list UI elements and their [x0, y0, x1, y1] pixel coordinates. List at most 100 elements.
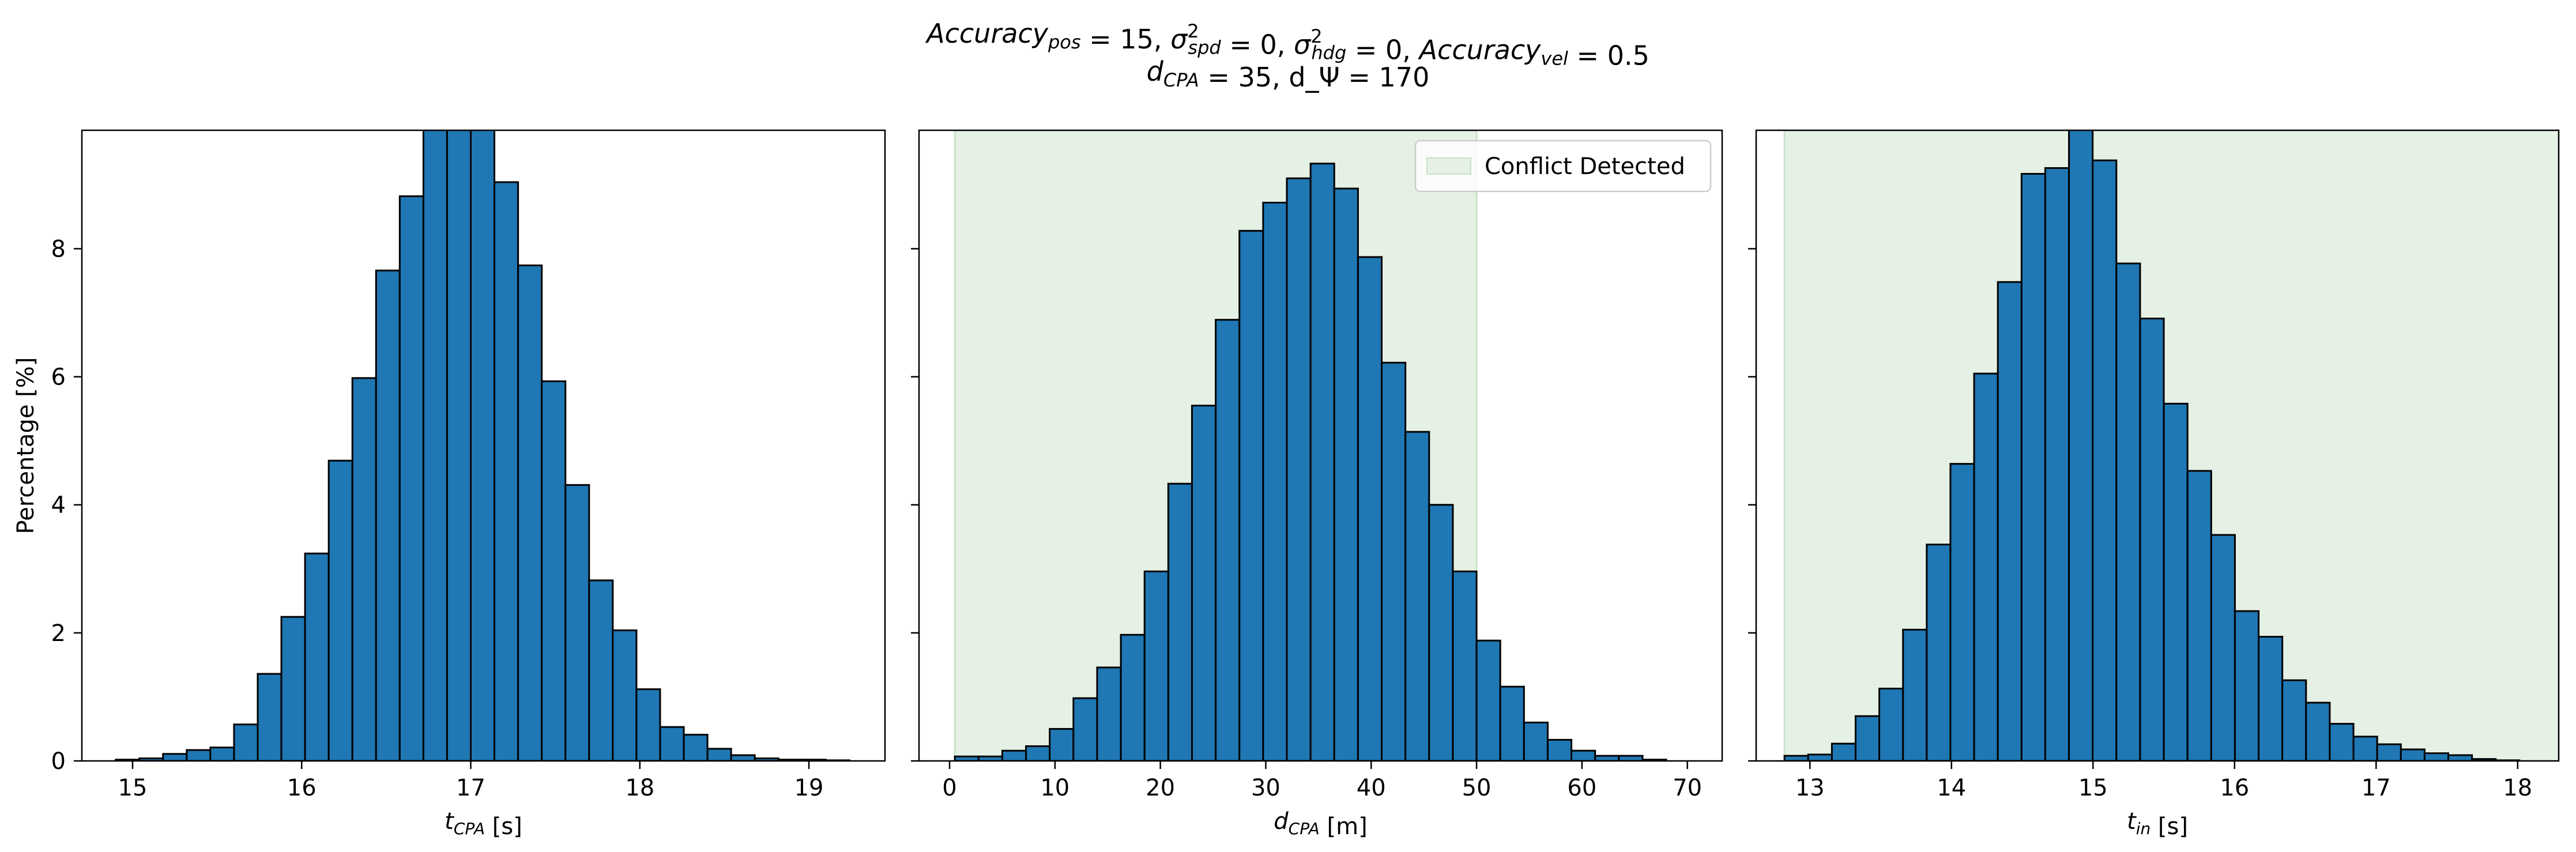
histogram-bar	[2139, 318, 2165, 761]
histogram-bar	[1878, 687, 1904, 761]
histogram-bar	[730, 754, 756, 761]
plot-area	[1783, 130, 2559, 761]
histogram-bar	[706, 748, 732, 761]
x-tick-label: 17	[2362, 775, 2391, 801]
histogram-bar	[186, 749, 212, 761]
histogram-bar	[1997, 281, 2023, 761]
histogram-bar	[517, 264, 543, 761]
histogram-bar	[2329, 723, 2355, 761]
x-tick-label: 40	[1357, 775, 1386, 801]
y-tick-label: 2	[51, 620, 66, 647]
histogram-bar	[1807, 753, 1833, 761]
histogram-bar	[1096, 666, 1122, 761]
histogram-bar	[2020, 173, 2046, 761]
legend-label-conflict-detected: Conflict Detected	[1485, 153, 1685, 180]
histogram-bar	[1452, 570, 1478, 761]
histogram-bar	[2092, 159, 2118, 761]
axes-frame	[81, 129, 886, 762]
histogram-bar	[612, 629, 638, 761]
histogram-bar	[1949, 463, 1975, 761]
histogram-bar	[1001, 749, 1027, 761]
y-tick-label: 0	[51, 748, 66, 775]
x-axis-label: dCPA [m]	[1274, 808, 1367, 840]
histogram-bar	[1973, 372, 1999, 761]
histogram-bar	[2423, 752, 2450, 761]
y-tick-label: 4	[51, 492, 66, 519]
histogram-bar	[398, 195, 424, 761]
histogram-bar	[494, 181, 519, 761]
legend: Conflict Detected	[1414, 140, 1712, 193]
histogram-bar	[1902, 628, 1928, 761]
histogram-bar	[683, 733, 709, 761]
histogram-bar	[1854, 715, 1881, 761]
histogram-bar	[659, 726, 685, 761]
histogram-bar	[635, 688, 661, 761]
histogram-bar	[1831, 742, 1856, 761]
histogram-bar	[2210, 534, 2236, 761]
histogram-bar	[1120, 634, 1146, 761]
histogram-bar	[2305, 702, 2331, 761]
histogram-bar	[1167, 482, 1193, 761]
histogram-bar	[162, 753, 188, 761]
histogram-bar	[351, 377, 377, 761]
histogram-bar	[2281, 679, 2307, 761]
figure-title: Accuracypos = 15, σ2 spd = 0, σ2 hdg = 0, …	[925, 18, 1649, 93]
x-tick-label: 0	[942, 775, 956, 801]
x-axis-label: tCPA [s]	[445, 808, 522, 840]
axes-frame	[918, 129, 1723, 762]
histogram-bar	[1783, 755, 1809, 761]
histogram-bar	[257, 673, 283, 761]
x-tick-label: 14	[1937, 775, 1966, 801]
histogram-bar	[375, 269, 401, 761]
histogram-bar	[1594, 755, 1620, 761]
histogram-bar	[1143, 570, 1169, 761]
histogram-bar	[1926, 544, 1952, 761]
histogram-bar	[2352, 736, 2378, 761]
histogram-bar	[1191, 405, 1217, 761]
x-tick-label: 16	[287, 775, 317, 801]
histogram-bar	[1571, 749, 1596, 761]
histogram-bar	[446, 130, 472, 761]
histogram-bar	[1428, 504, 1454, 761]
histogram-bar	[2258, 636, 2284, 761]
x-tick-label: 15	[2078, 775, 2108, 801]
histogram-bar	[1475, 639, 1501, 761]
histogram-bar	[1262, 202, 1288, 761]
legend-swatch-conflict-detected	[1426, 157, 1471, 175]
x-tick-label: 18	[625, 775, 654, 801]
histogram-bar	[2400, 748, 2426, 761]
histogram-bar	[1546, 738, 1573, 761]
x-tick-label: 13	[1795, 775, 1825, 801]
y-axis-label: Percentage [%]	[13, 357, 39, 534]
x-tick-label: 30	[1251, 775, 1281, 801]
histogram-bar	[233, 723, 259, 761]
x-tick-label: 15	[118, 775, 148, 801]
histogram-panel-2: 0 10 20 30 40 50 60 70 dCPA [m] Conflict Detected	[911, 129, 1723, 840]
histogram-bar	[1523, 721, 1549, 761]
y-tick-label: 8	[51, 236, 66, 262]
x-tick-label: 70	[1673, 775, 1702, 801]
histogram-panel-1: 15 16 17 18 19 0 2 4 6 8 tCPA [s] Percentage [%]	[13, 129, 886, 840]
x-tick-label: 18	[2503, 775, 2532, 801]
histogram-bar	[2447, 754, 2473, 761]
histogram-bar	[470, 130, 496, 761]
histogram-bar	[1025, 745, 1051, 761]
histogram-bar	[1381, 361, 1407, 761]
histogram-bar	[2234, 610, 2260, 761]
x-tick-label: 17	[456, 775, 485, 801]
axes-frame	[1755, 129, 2560, 762]
histogram-bar	[1286, 177, 1312, 761]
histogram-bar	[588, 579, 614, 761]
histogram-panels: 15 16 17 18 19 0 2 4 6 8 tCPA [s] Percentage [%] 0 10…	[13, 129, 2560, 840]
histogram-bar	[209, 747, 235, 761]
x-tick-label: 20	[1146, 775, 1175, 801]
histogram-bar	[1309, 163, 1335, 761]
histogram-bar	[327, 459, 353, 761]
histogram-bar	[2068, 130, 2094, 761]
histogram-bar	[1072, 697, 1098, 761]
histogram-panel-3: 13 14 15 16 17 18 tin [s]	[1748, 129, 2560, 840]
legend-box	[1414, 140, 1712, 193]
histogram-bar	[1618, 755, 1644, 761]
histogram-bar	[1049, 727, 1075, 761]
